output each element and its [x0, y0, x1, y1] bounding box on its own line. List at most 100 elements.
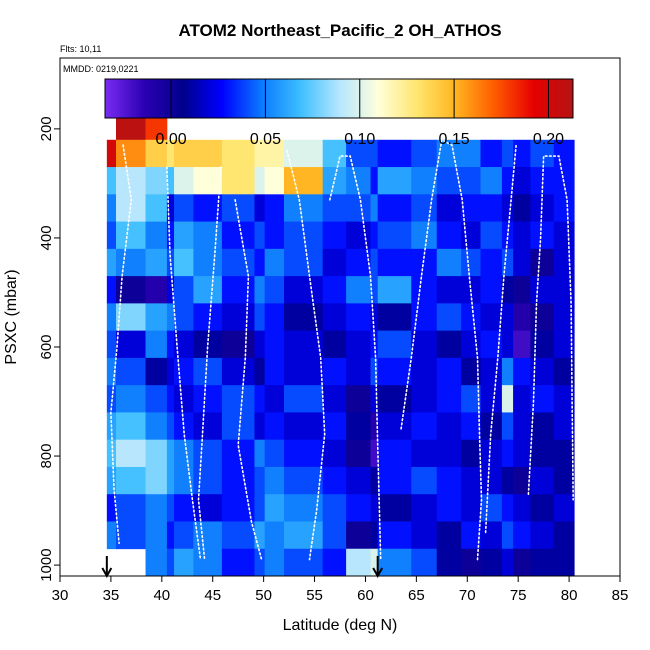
heatmap-cell [501, 303, 514, 332]
heatmap-cell [284, 412, 324, 441]
heatmap-cell [322, 167, 347, 195]
heatmap-cell [221, 221, 255, 250]
heatmap-cell [530, 330, 555, 359]
heatmap-cell [116, 357, 146, 386]
colorbar-segment [237, 79, 241, 118]
heatmap-cell [461, 439, 481, 468]
heatmap-cell [284, 330, 324, 359]
heatmap-cell [501, 357, 514, 386]
heatmap-cell [193, 303, 223, 332]
heatmap-cell [553, 194, 575, 222]
heatmap-cell [193, 357, 223, 386]
heatmap-cell [322, 194, 347, 222]
colorbar-segment [181, 79, 184, 118]
heatmap-cell [377, 276, 412, 304]
heatmap-cell [501, 276, 514, 304]
colorbar-segment [138, 79, 141, 118]
colorbar-segment [444, 79, 447, 118]
heatmap-cell [370, 276, 379, 304]
y-tick-label: 200 [38, 116, 55, 141]
colorbar-segment [261, 79, 264, 118]
heatmap-cell [513, 248, 531, 277]
colorbar-segment [112, 79, 116, 118]
heatmap-cell [370, 494, 379, 522]
heatmap-cell [254, 412, 266, 441]
colorbar-segment [456, 79, 459, 118]
heatmap-cell [284, 167, 324, 195]
colorbar-segment [407, 79, 410, 118]
heatmap-cell [264, 357, 285, 386]
colorbar-segment [352, 79, 356, 118]
heatmap-cell [377, 466, 412, 495]
heatmap-cell [254, 167, 266, 195]
heatmap-cell [193, 494, 223, 522]
colorbar-segment [173, 79, 176, 118]
colorbar-segment [432, 79, 436, 118]
colorbar-segment [457, 79, 461, 118]
heatmap-cell [116, 466, 146, 495]
heatmap-cell [480, 194, 503, 222]
heatmap-cell [370, 194, 379, 222]
heatmap-cell [221, 330, 255, 359]
heatmap-cell [370, 167, 379, 195]
colorbar-segment [296, 79, 299, 118]
colorbar-segment [276, 79, 280, 118]
colorbar-segment [553, 79, 556, 118]
heatmap-cell [480, 521, 503, 550]
heatmap-cell [530, 412, 555, 441]
colorbar-segment [461, 79, 465, 118]
colorbar-segment [370, 79, 373, 118]
heatmap-cell [106, 330, 117, 359]
flight-track [484, 144, 517, 534]
colorbar-segment [534, 79, 537, 118]
colorbar-segment [409, 79, 412, 118]
colorbar-segment [551, 79, 554, 118]
heatmap-cell [264, 167, 285, 195]
colorbar-segment [539, 79, 543, 118]
colorbar-segment [282, 79, 285, 118]
colorbar-segment [177, 79, 180, 118]
heatmap-cell [254, 466, 266, 495]
x-tick-label: 40 [153, 587, 170, 604]
flight-track [286, 149, 326, 561]
heatmap-cell [377, 248, 412, 277]
colorbar-segment [262, 79, 266, 118]
heatmap-cell [411, 412, 438, 441]
colorbar-segment [438, 79, 441, 118]
colorbar-segment [537, 79, 541, 118]
heatmap-cell [145, 167, 168, 195]
colorbar-segment [155, 79, 159, 118]
heatmap-cell [221, 139, 255, 168]
heatmap-cell [174, 439, 194, 468]
heatmap-cell [166, 521, 175, 550]
colorbar-segment [479, 79, 482, 118]
colorbar-frame [104, 78, 574, 119]
colorbar-segment [528, 79, 531, 118]
colorbar-segment [243, 79, 246, 118]
heatmap-layer [106, 107, 575, 577]
heatmap-cell [346, 494, 371, 522]
colorbar-segment [420, 79, 424, 118]
colorbar-segment [469, 79, 473, 118]
heatmap-cell [193, 221, 223, 250]
heatmap-cell [284, 194, 324, 222]
x-tick-label: 65 [408, 587, 425, 604]
heatmap-cell [513, 548, 531, 577]
colorbar-segment [184, 79, 188, 118]
colorbar-segment [504, 79, 508, 118]
colorbar-segment [532, 79, 535, 118]
heatmap-cell [480, 439, 503, 468]
heatmap-cell [174, 357, 194, 386]
colorbar-segment [356, 79, 359, 118]
colorbar-segment [294, 79, 297, 118]
colorbar-segment [430, 79, 434, 118]
colorbar-segment [147, 79, 151, 118]
colorbar-segment [446, 79, 449, 118]
heatmap-cell [193, 466, 223, 495]
colorbar-segment [530, 79, 533, 118]
heatmap-cell [166, 221, 175, 250]
heatmap-cell [377, 548, 412, 577]
heatmap-cell [174, 194, 194, 222]
colorbar-segment [487, 79, 490, 118]
heatmap-cell [513, 194, 531, 222]
